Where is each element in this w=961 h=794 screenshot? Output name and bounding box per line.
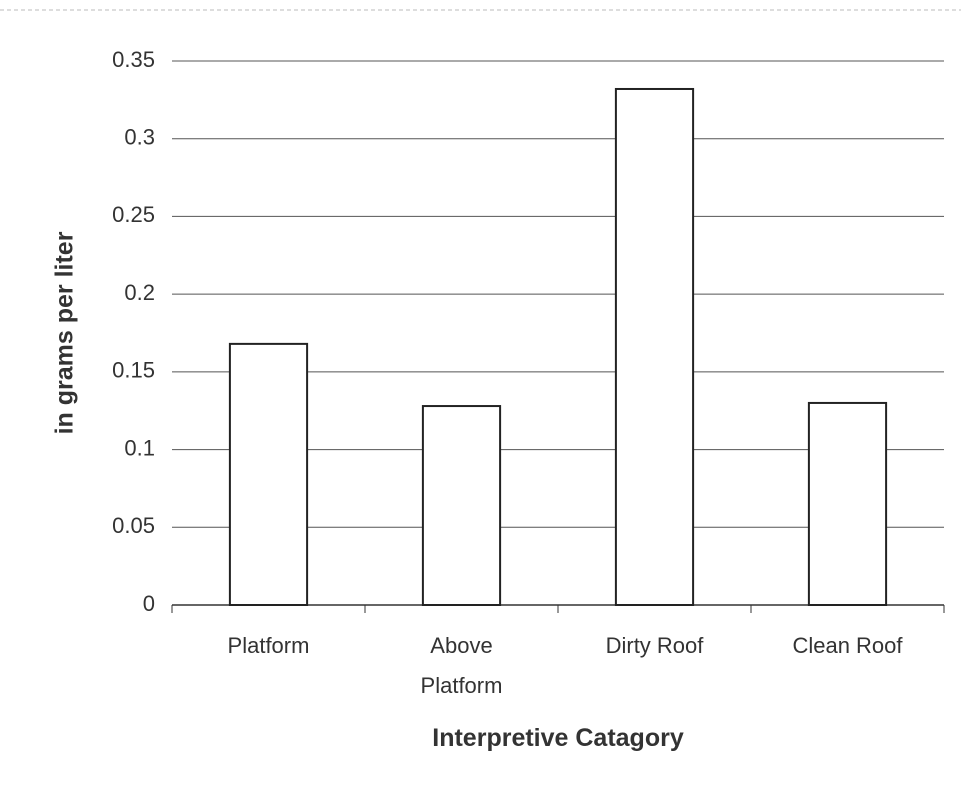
x-tick-label: Platform bbox=[227, 633, 310, 658]
bar bbox=[228, 342, 309, 606]
x-tick-label: Clean Roof bbox=[792, 633, 903, 658]
y-tick-label: 0.1 bbox=[124, 435, 155, 460]
bar bbox=[614, 87, 695, 606]
y-tick-label: 0.25 bbox=[112, 202, 155, 227]
y-tick-label: 0.35 bbox=[112, 47, 155, 72]
y-tick-label: 0.15 bbox=[112, 358, 155, 383]
y-tick-label: 0.2 bbox=[124, 280, 155, 305]
y-tick-label: 0 bbox=[143, 591, 155, 616]
y-axis-title: in grams per liter bbox=[51, 231, 79, 434]
bar bbox=[421, 405, 502, 606]
x-axis-title: Interpretive Catagory bbox=[432, 724, 684, 752]
bar bbox=[807, 401, 888, 607]
x-tick-label: Above Platform bbox=[420, 633, 503, 698]
x-tick-label: Dirty Roof bbox=[605, 633, 704, 658]
y-tick-label: 0.05 bbox=[112, 513, 155, 538]
y-tick-label: 0.3 bbox=[124, 125, 155, 150]
